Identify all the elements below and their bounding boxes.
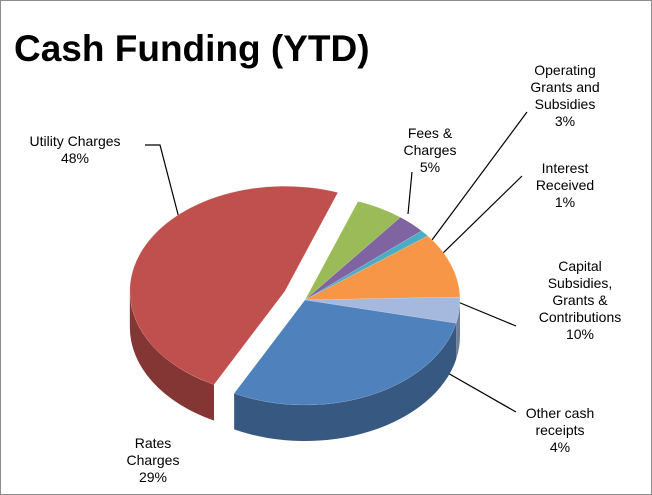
slice	[304, 235, 461, 301]
slice-label: Rates Charges 29%	[118, 435, 188, 486]
slice	[233, 299, 457, 406]
slice-label: Fees & Charges 5%	[393, 125, 468, 176]
value-label: 5%	[419, 159, 441, 175]
slice-label: Operating Grants and Subsidies 3%	[520, 62, 610, 130]
leader-line	[145, 144, 181, 223]
value-label: 10%	[565, 326, 595, 342]
slice-label: Capital Subsidies, Grants & Contribution…	[530, 258, 630, 343]
slice	[304, 216, 423, 301]
value-label: 29%	[138, 469, 168, 485]
leader-line	[431, 111, 528, 241]
leader-line	[445, 371, 517, 413]
pie	[129, 185, 461, 442]
category-label: Other cash receipts	[525, 405, 595, 438]
slice	[304, 296, 461, 324]
value-label: 1%	[554, 194, 576, 210]
leader-lines	[145, 111, 528, 413]
chart-title: Cash Funding (YTD)	[14, 28, 370, 69]
category-label: Rates Charges	[126, 435, 180, 468]
category-label: Utility Charges	[29, 133, 121, 149]
slice-side	[234, 323, 457, 442]
slice-label: Utility Charges 48%	[10, 133, 140, 167]
category-label: Operating Grants and Subsidies	[530, 62, 600, 112]
slice	[129, 185, 339, 385]
slice-label: Interest Received 1%	[525, 160, 605, 211]
leader-line	[439, 175, 523, 257]
slice	[304, 230, 429, 301]
leader-line	[407, 171, 413, 215]
slice	[304, 201, 401, 301]
slice-side	[456, 300, 460, 360]
value-label: 3%	[554, 113, 576, 129]
value-label: 48%	[60, 150, 90, 166]
category-label: Capital Subsidies, Grants & Contribution…	[538, 258, 622, 325]
category-label: Fees & Charges	[403, 125, 457, 158]
slice-label: Other cash receipts 4%	[510, 405, 610, 456]
value-label: 4%	[549, 439, 571, 455]
slice-side	[129, 291, 214, 421]
category-label: Interest Received	[535, 160, 595, 193]
leader-line	[457, 301, 517, 327]
